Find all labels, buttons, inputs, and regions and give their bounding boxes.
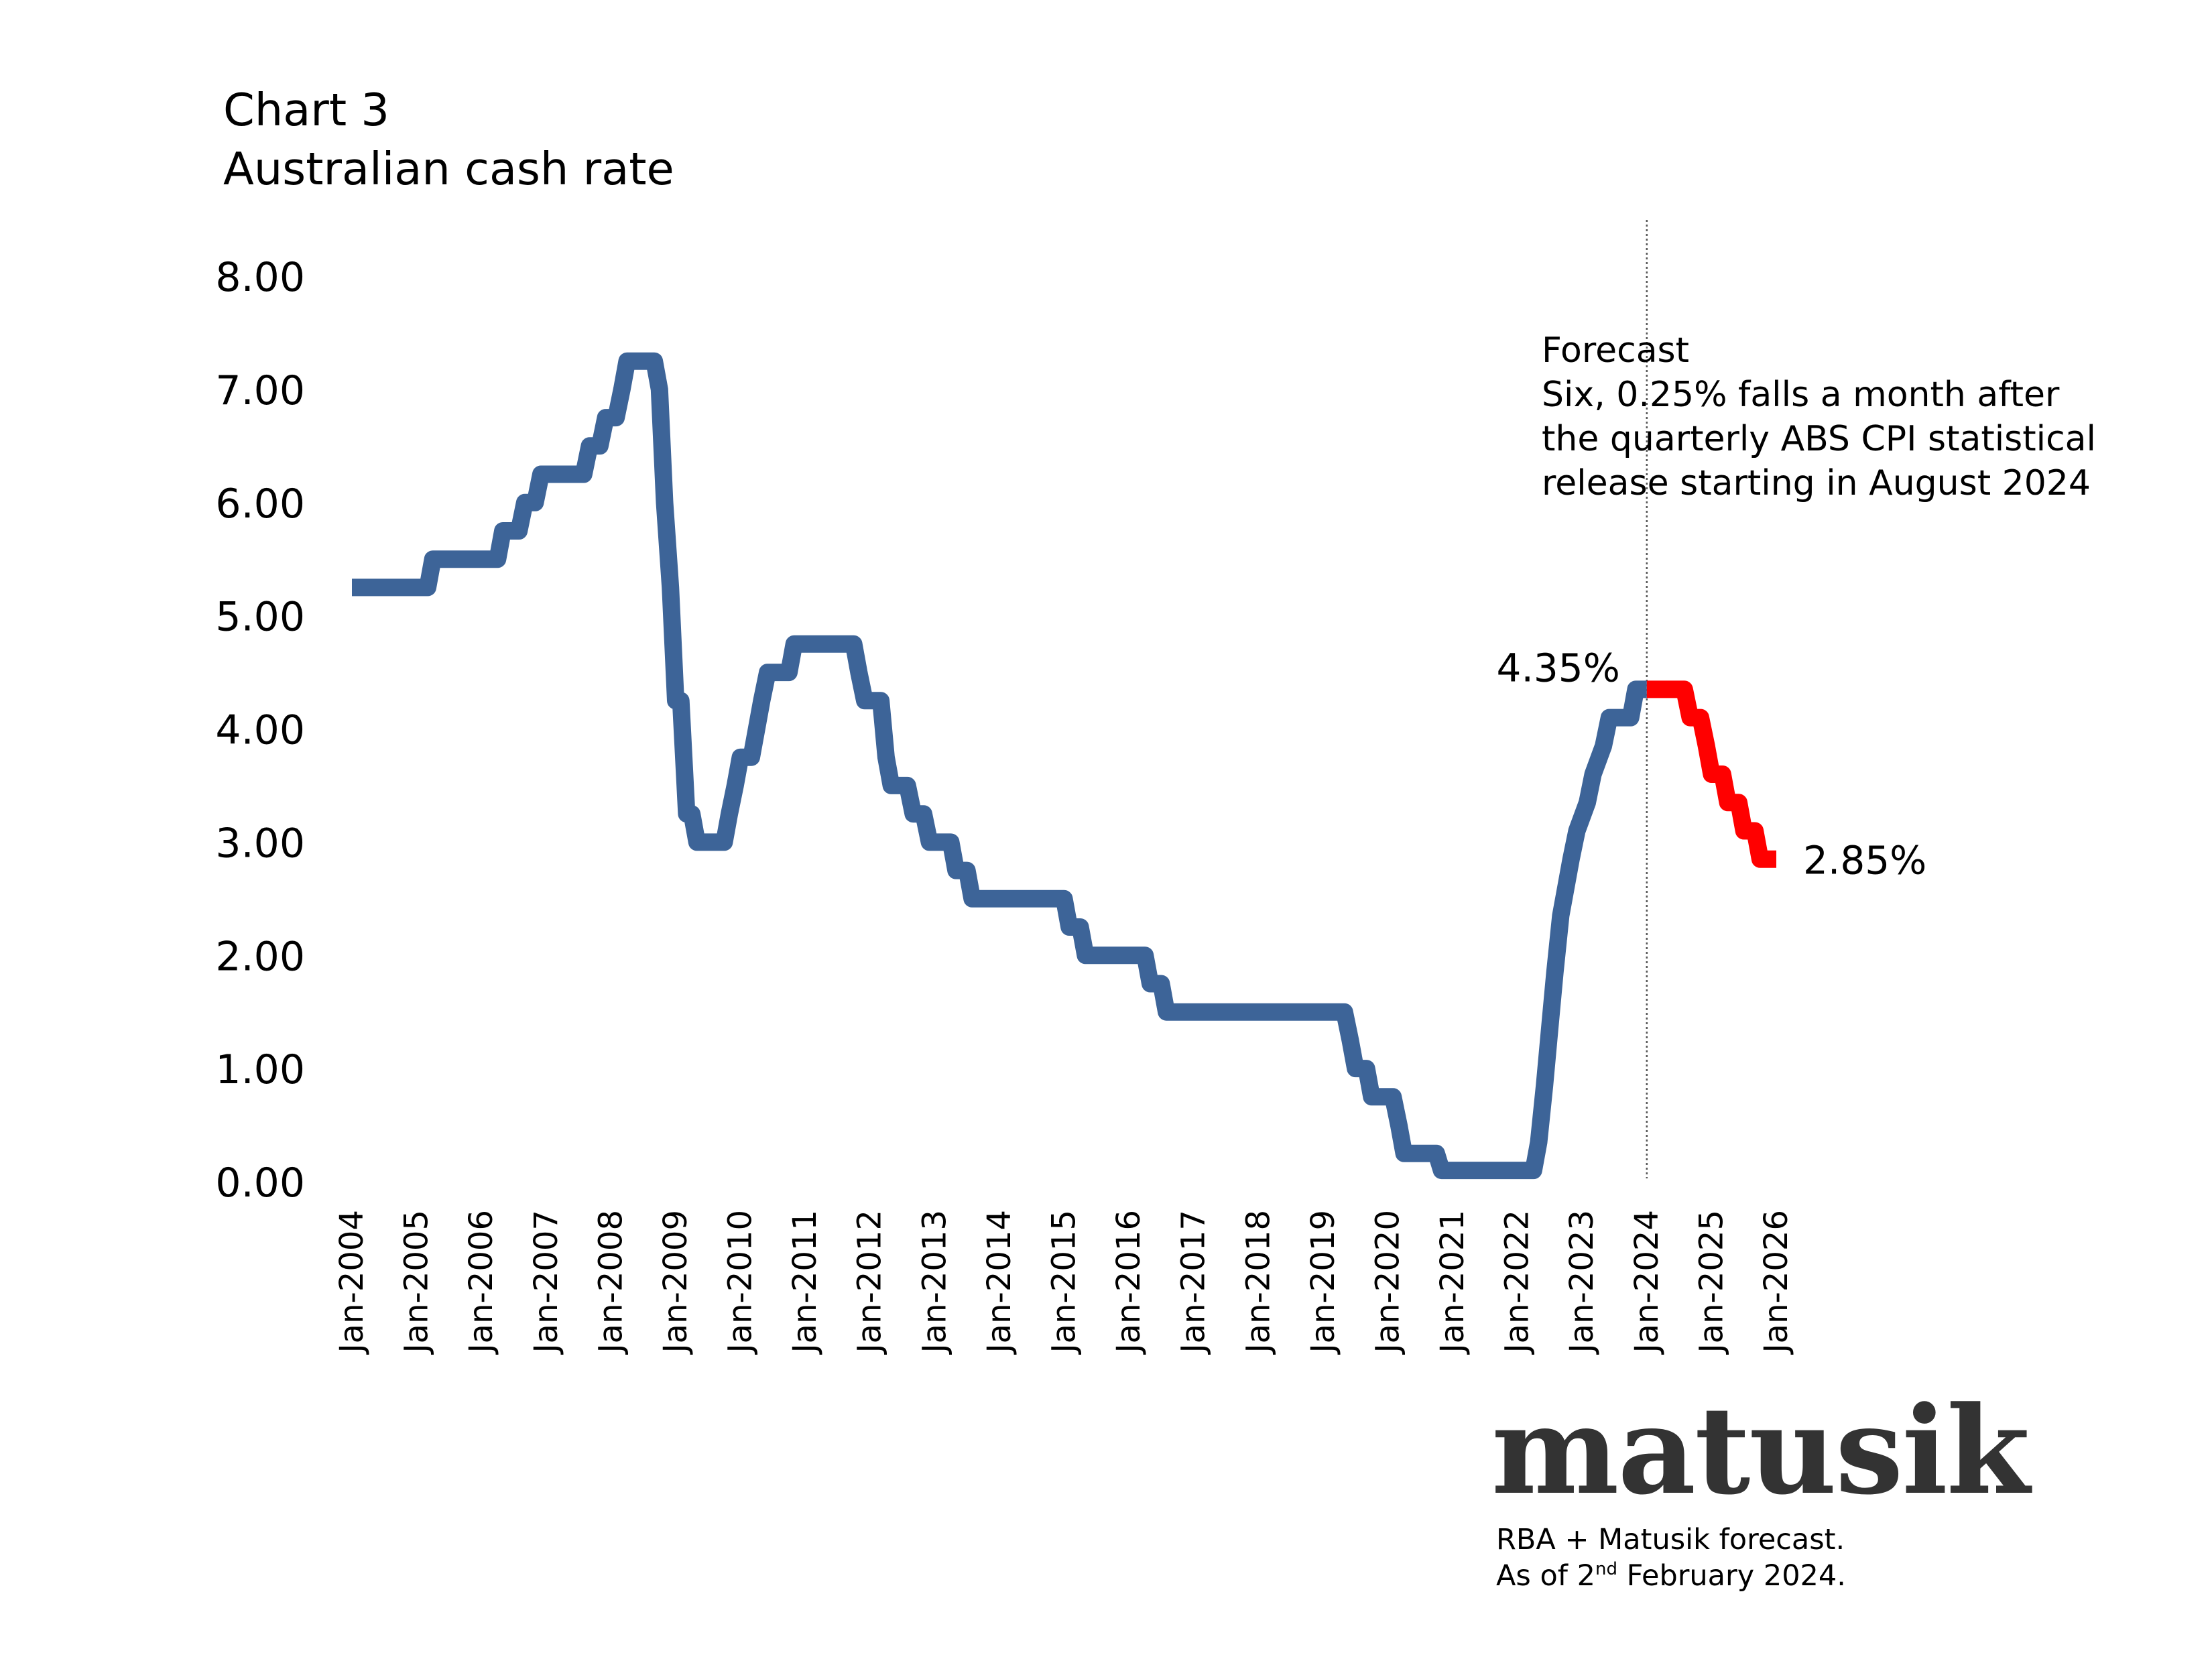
x-tick-label: Jan-2012: [851, 1210, 889, 1355]
forecast-note-line: release starting in August 2024: [1542, 463, 2091, 503]
source-note: RBA + Matusik forecast. As of 2nd Februa…: [1496, 1522, 1846, 1594]
x-tick-label: Jan-2014: [981, 1210, 1018, 1355]
series-line-forecast: [1646, 680, 1776, 868]
x-tick-label: Jan-2015: [1046, 1210, 1083, 1355]
forecast-note-heading: Forecast: [1542, 330, 1690, 371]
y-axis: 0.00 1.00 2.00 3.00 4.00 5.00 6.00 7.00 8.00: [215, 254, 305, 1207]
forecast-note-line: Six, 0.25% falls a month after: [1542, 375, 2060, 415]
x-tick-label: Jan-2007: [528, 1210, 565, 1355]
x-tick-label: Jan-2008: [592, 1210, 629, 1355]
y-tick-label: 3.00: [215, 820, 305, 867]
source-date: As of 2nd February 2024.: [1496, 1559, 1846, 1593]
x-tick-label: Jan-2016: [1110, 1210, 1148, 1355]
y-tick-label: 0.00: [215, 1160, 305, 1207]
x-tick-label: Jan-2026: [1758, 1210, 1795, 1355]
x-tick-label: Jan-2011: [786, 1210, 824, 1355]
y-tick-label: 6.00: [215, 481, 305, 528]
x-tick-label: Jan-2013: [916, 1210, 953, 1355]
data-label: 4.35%: [1497, 645, 1620, 690]
x-tick-label: Jan-2009: [657, 1210, 694, 1355]
y-tick-label: 8.00: [215, 254, 305, 301]
x-tick-label: Jan-2025: [1693, 1210, 1730, 1355]
chart-title: Chart 3: [223, 84, 390, 136]
y-tick-label: 5.00: [215, 594, 305, 641]
source-line: RBA + Matusik forecast.: [1496, 1523, 1845, 1556]
forecast-note: Forecast Six, 0.25% falls a month after …: [1542, 328, 2096, 505]
x-tick-label: Jan-2024: [1628, 1210, 1666, 1355]
x-tick-label: Jan-2020: [1369, 1210, 1406, 1355]
x-tick-label: Jan-2010: [722, 1210, 759, 1355]
y-tick-label: 4.00: [215, 707, 305, 754]
x-axis: Jan-2004 Jan-2005 Jan-2006 Jan-2007 Jan-2008…: [333, 1210, 1795, 1355]
x-tick-label: Jan-2005: [398, 1210, 436, 1355]
x-tick-label: Jan-2018: [1239, 1210, 1277, 1355]
x-tick-label: Jan-2006: [463, 1210, 500, 1355]
x-tick-label: Jan-2004: [333, 1210, 371, 1355]
y-tick-label: 1.00: [215, 1046, 305, 1093]
x-tick-label: Jan-2021: [1434, 1210, 1471, 1355]
x-tick-label: Jan-2019: [1304, 1210, 1342, 1355]
data-labels: 4.35% 2.85%: [1497, 645, 1927, 883]
x-tick-label: Jan-2023: [1563, 1210, 1601, 1355]
matusik-logo: matusik: [1491, 1380, 2030, 1522]
series-line-rba-cash-rate: [352, 352, 1647, 1180]
y-tick-label: 7.00: [215, 367, 305, 414]
data-label: 2.85%: [1803, 838, 1926, 883]
chart-subtitle: Australian cash rate: [223, 143, 674, 195]
x-tick-label: Jan-2017: [1175, 1210, 1213, 1355]
forecast-note-line: the quarterly ABS CPI statistical: [1542, 419, 2096, 459]
y-tick-label: 2.00: [215, 933, 305, 980]
x-tick-label: Jan-2022: [1499, 1210, 1536, 1355]
